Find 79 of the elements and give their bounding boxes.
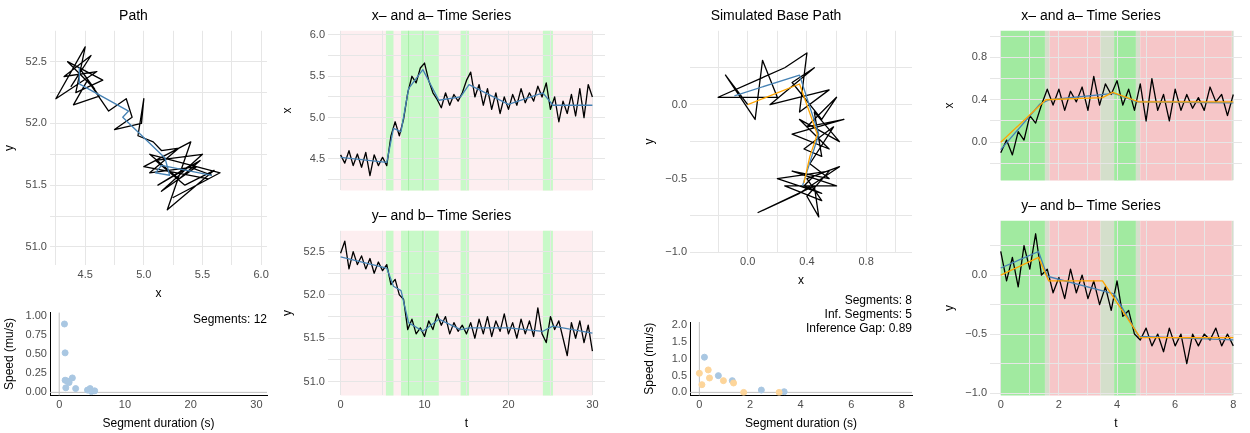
- x-tick-label: 20: [502, 398, 515, 411]
- x-tick-label: 4.5: [77, 268, 93, 281]
- x-tick-label: 6: [848, 398, 855, 411]
- x-tick-label: 20: [184, 398, 197, 411]
- y-tick-label: 1.00: [25, 309, 47, 322]
- x-tick-label: 0.0: [740, 255, 756, 268]
- x-axis-title: t: [464, 416, 469, 431]
- y-tick-label: 1.5: [671, 335, 687, 348]
- y-axis-title: y: [1, 145, 16, 152]
- x-tick-label: 0.8: [858, 255, 874, 268]
- annotation: Inference Gap: 0.89: [805, 321, 913, 336]
- y-axis-title: y: [279, 310, 294, 317]
- y-axis-title: y: [641, 138, 656, 145]
- x-tick-label: 6: [1172, 398, 1179, 411]
- x-tick-label: 0: [997, 398, 1004, 411]
- x-tick-label: 30: [586, 398, 599, 411]
- y-tick-label: 0.75: [25, 328, 47, 341]
- x-tick-label: 8: [1230, 398, 1237, 411]
- y-tick-label: 0.5: [671, 368, 687, 381]
- y-tick-label: 5.0: [309, 110, 325, 123]
- y-tick-label: −1.0: [665, 245, 687, 258]
- x-tick-label: 10: [418, 398, 431, 411]
- x-tick-label: 0: [696, 398, 703, 411]
- annotation: Segments: 12: [192, 311, 268, 326]
- y-tick-label: 52.0: [303, 287, 325, 300]
- y-axis-title: x: [279, 107, 294, 114]
- y-tick-label: 6.0: [309, 27, 325, 40]
- x-axis-title: Segment duration (s): [744, 416, 858, 431]
- y-tick-label: 52.5: [303, 244, 325, 257]
- x-tick-label: 2: [1055, 398, 1062, 411]
- x-tick-label: 8: [898, 398, 905, 411]
- y-tick-label: 0.00: [25, 385, 47, 398]
- text: Segments: 8: [844, 293, 913, 308]
- y-tick-label: 0.0: [971, 135, 987, 148]
- y-tick-label: 0.8: [971, 50, 987, 63]
- x-tick-label: 0: [337, 398, 344, 411]
- y-axis-title: Speed (mu/s): [1, 317, 16, 391]
- x-tick-label: 10: [118, 398, 132, 411]
- x-tick-label: 2: [746, 398, 754, 411]
- x-tick-label: 6.0: [253, 268, 269, 281]
- x-axis-title: x: [155, 286, 162, 301]
- y-axis-title: x: [941, 102, 956, 109]
- x-tick-label: 0: [56, 398, 63, 411]
- y-axis-title: Speed (mu/s): [641, 322, 656, 395]
- y-tick-label: 0.0: [671, 97, 687, 110]
- x-axis-title: t: [1114, 416, 1119, 431]
- y-tick-label: 5.5: [309, 69, 325, 82]
- y-tick-label: 51.0: [25, 239, 47, 252]
- y-tick-label: 52.0: [25, 116, 47, 129]
- x-tick-label: 5.5: [194, 268, 211, 281]
- chart-title: Simulated Base Path: [710, 7, 842, 24]
- x-tick-label: 5.0: [136, 268, 152, 281]
- y-tick-label: 1.0: [671, 351, 687, 364]
- y-tick-label: 4.5: [309, 152, 325, 165]
- y-tick-label: −1.0: [965, 386, 987, 399]
- y-tick-label: 2.0: [671, 318, 687, 331]
- x-tick-label: 30: [250, 398, 263, 411]
- y-tick-label: 0.4: [971, 92, 987, 105]
- x-tick-label: 0.4: [799, 255, 815, 268]
- y-tick-label: 52.5: [25, 54, 47, 67]
- y-tick-label: 51.0: [303, 374, 325, 387]
- y-tick-label: −0.5: [965, 327, 987, 340]
- y-tick-label: −0.5: [665, 171, 687, 184]
- y-tick-label: 0.25: [25, 366, 47, 379]
- x-axis-title: x: [798, 273, 804, 288]
- y-tick-label: 51.5: [303, 331, 325, 344]
- x-axis-title: Segment duration (s): [102, 416, 215, 431]
- chart-title: x– and a– Time Series: [1021, 7, 1161, 24]
- chart-title: y– and b– Time Series: [371, 207, 512, 224]
- y-tick-label: 0.0: [671, 385, 687, 398]
- x-tick-label: 4: [797, 398, 804, 411]
- y-tick-label: 51.5: [25, 178, 47, 191]
- x-tick-label: 4: [1113, 398, 1121, 411]
- text: Inf. Segments: 5: [824, 307, 913, 322]
- chart-title: x– and a– Time Series: [371, 7, 512, 24]
- chart-title: Path: [119, 7, 148, 24]
- chart-title: y– and b– Time Series: [1021, 197, 1161, 214]
- y-axis-title: y: [941, 305, 956, 312]
- y-tick-label: 0.50: [25, 347, 47, 360]
